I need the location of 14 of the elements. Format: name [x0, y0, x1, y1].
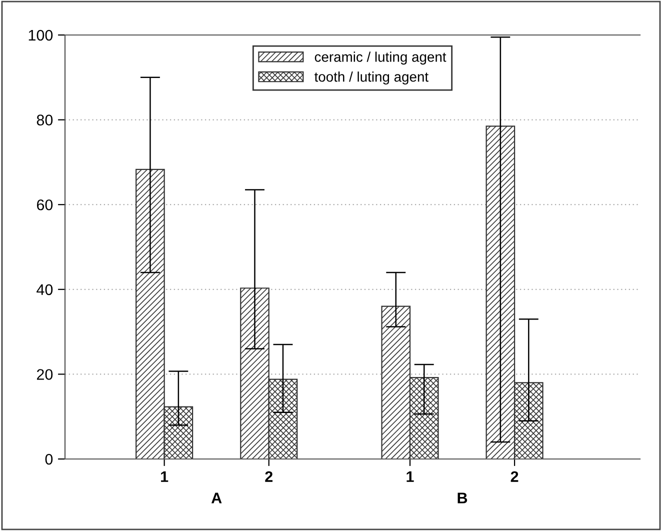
y-tick-label: 80: [36, 114, 53, 126]
y-tick-label: 100: [28, 30, 53, 41]
x-tick-label: 2: [265, 471, 272, 482]
y-tick-label: 0: [45, 454, 53, 465]
x-tick-label: 2: [510, 471, 518, 482]
legend-label: ceramic / luting agent: [314, 52, 446, 65]
text: B: [458, 492, 468, 504]
x-tick-label: 1: [406, 471, 414, 482]
y-tick-label: 20: [36, 369, 53, 380]
x-tick-label: 1: [161, 471, 168, 482]
y-tick-label: 40: [36, 284, 53, 296]
text: A: [211, 492, 222, 504]
y-tick-label: 60: [36, 199, 53, 210]
legend-label: tooth / luting agent: [314, 72, 428, 85]
